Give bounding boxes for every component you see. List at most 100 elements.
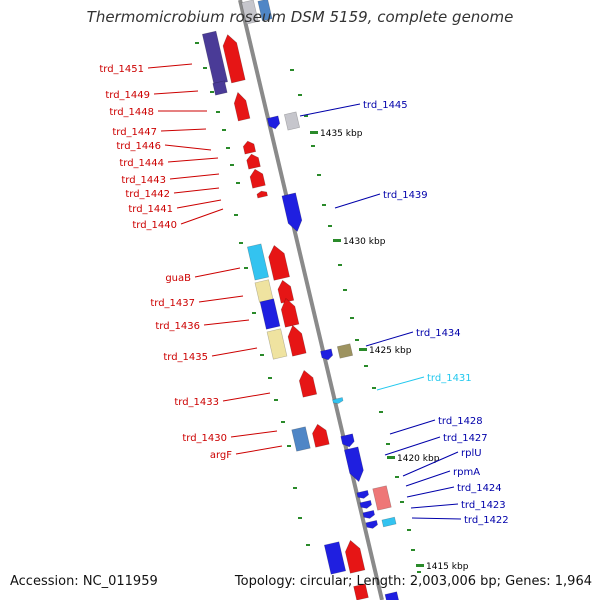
callout-line [406,486,455,498]
track-tick [239,242,243,244]
track-tick [304,115,308,117]
gene-label-left: trd_1449 [105,90,150,101]
gene-trd_1436 [259,298,281,330]
track-tick [379,411,383,413]
track-tick [350,317,354,319]
callout-line [147,63,193,69]
track-tick [260,354,264,356]
gene-trd_1438 [268,244,290,281]
gene-label-left: trd_1446 [116,141,161,152]
gene-trd_1436b [277,279,295,304]
gene-trd_1451 [201,30,229,86]
gene-trd_1443-shape [256,190,268,199]
kbp-tick [333,239,341,242]
gene-label-right: trd_1445 [363,100,408,111]
gene-label-left: trd_1436 [155,321,200,332]
tick-marks-layer [195,42,421,573]
gene-trd_1423 [365,519,378,529]
callout-line [180,208,224,225]
gene-trd_1448 [233,91,251,122]
gene-features-layer [201,0,400,600]
callout-line [365,331,414,347]
track-tick [328,225,332,227]
callout-line [334,193,381,209]
callout-line [164,144,212,151]
kbp-tick [310,131,318,134]
gene-trd_1434 [336,343,354,359]
gene-label-right: rplU [461,448,482,459]
track-tick [252,312,256,314]
track-tick [338,264,342,266]
backbone-layer [238,0,384,600]
track-tick [411,549,415,551]
gene-trd_1439 [281,192,303,233]
gene-trd_1433 [298,369,318,398]
gene-label-left: argF [210,450,232,461]
track-tick [234,214,238,216]
callout-line [384,436,441,456]
track-tick [195,42,199,44]
gene-trd_1439-shape [281,192,303,233]
gene-trd_1437 [254,279,274,303]
callout-line [235,445,283,455]
genome-backbone [238,0,384,600]
gene-trd_1429 [312,423,330,448]
gene-bottom-red [353,583,369,600]
track-tick [355,339,359,341]
gene-trd_1434-shape [336,343,354,359]
gene-label-left: trd_1447 [112,127,157,138]
track-tick [203,67,207,69]
callout-line [153,90,199,95]
gene-label-right: trd_1434 [416,328,461,339]
kbp-label: 1425 kbp [369,346,412,356]
gene-trd_1430 [291,426,311,452]
track-tick [364,365,368,367]
gene-trd_1436a-shape [280,297,300,328]
gene-label-left: trd_1433 [174,397,219,408]
callout-line [376,376,425,391]
gene-trd_1431-shape [332,397,344,404]
gene-trd_1431 [332,397,344,404]
track-tick [395,476,399,478]
track-tick [298,517,302,519]
gene-trd_1426 [372,485,392,511]
gene-trd_1445 [283,111,301,131]
gene-label-left: trd_1444 [119,158,164,169]
callout-line [299,103,361,117]
callout-line [410,503,459,509]
gene-label-right: trd_1439 [383,190,428,201]
gene-label-right: trd_1428 [438,416,483,427]
gene-label-right: trd_1431 [427,373,472,384]
gene-top-blue-shape [257,0,273,22]
gene-label-left: trd_1442 [125,189,170,200]
gene-trd_1436b-shape [277,279,295,304]
track-tick [311,145,315,147]
gene-label-right: trd_1422 [464,515,509,526]
callout-line [402,451,459,477]
callout-line [176,199,222,209]
gene-trd_1436-shape [259,298,281,330]
track-tick [230,164,234,166]
gene-trd_1445a-shape [266,115,281,130]
gene-trd_1447-shape [242,140,257,155]
gene-trd_1448-shape [233,91,251,122]
gene-trd_1436a [280,297,300,328]
gene-trd_1445a [266,115,281,130]
gene-trd_1426-shape [372,485,392,511]
track-tick [407,529,411,531]
track-tick [372,387,376,389]
callout-line [169,173,220,180]
gene-trd_1430-shape [291,426,311,452]
kbp-tick [387,456,395,459]
gene-bottom-red-shape [353,583,369,600]
track-tick [293,487,297,489]
track-tick [290,69,294,71]
gene-rpmA [359,499,372,509]
gene-trd_1446-shape [246,153,261,170]
track-tick [210,91,214,93]
gene-label-right: trd_1427 [443,433,488,444]
gene-trd_1434a [320,348,334,361]
gene-label-left: trd_1430 [182,433,227,444]
track-tick [306,544,310,546]
callout-line [198,295,244,303]
